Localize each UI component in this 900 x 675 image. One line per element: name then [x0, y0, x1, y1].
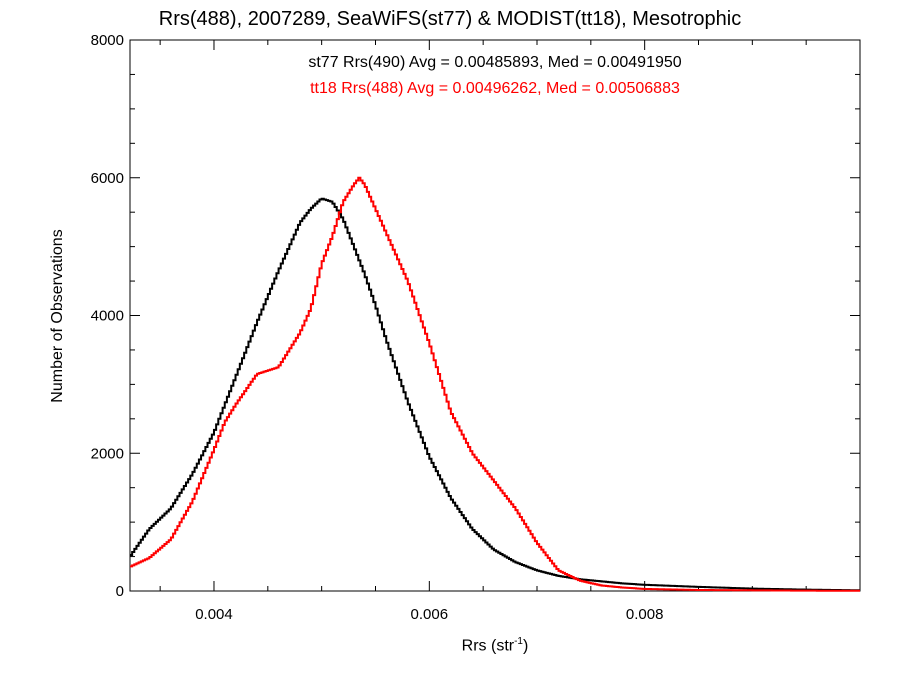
series-line-tt18 [130, 176, 860, 592]
series-group [130, 176, 860, 592]
annotation-tt18: tt18 Rrs(488) Avg = 0.00496262, Med = 0.… [310, 80, 680, 97]
x-tick-label: 0.008 [626, 606, 664, 623]
series-line-st77 [130, 197, 860, 592]
y-tick-label: 6000 [91, 170, 124, 187]
x-tick-label: 0.006 [411, 606, 449, 623]
x-tick-label: 0.004 [195, 606, 233, 623]
chart-title: Rrs(488), 2007289, SeaWiFS(st77) & MODIS… [158, 8, 742, 30]
y-tick-label: 8000 [91, 32, 124, 49]
y-tick-label: 2000 [91, 445, 124, 462]
y-tick-label: 4000 [91, 308, 124, 325]
axis-ticks: 0 2000 4000 6000 8000 0.004 0.006 0.008 [91, 32, 861, 623]
annotation-st77: st77 Rrs(490) Avg = 0.00485893, Med = 0.… [308, 54, 682, 71]
plot-area-frame [129, 39, 861, 592]
y-tick-label: 0 [116, 583, 124, 600]
x-axis-label: Rrs (str-1) [461, 636, 529, 655]
y-axis-label: Number of Observations [49, 229, 66, 403]
